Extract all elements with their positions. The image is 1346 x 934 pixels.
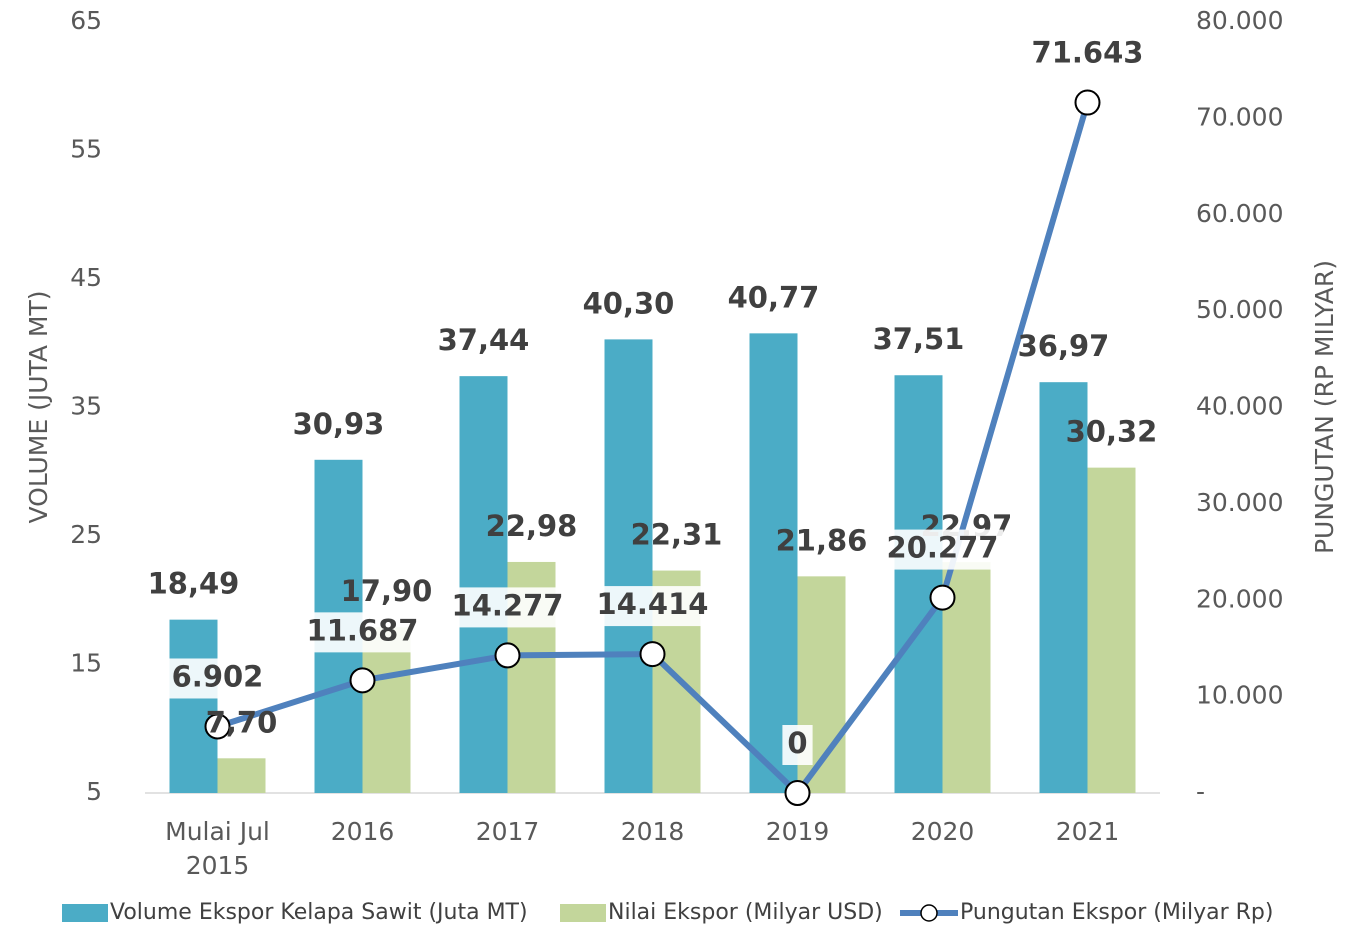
x-tick-label: 2020 (910, 817, 975, 846)
x-tick-label-box: 2017 (475, 817, 540, 846)
y-axis-label: VOLUME (JUTA MT) (24, 290, 53, 523)
data-label-bg (301, 612, 424, 653)
x-tick-label: 2019 (765, 817, 830, 846)
y-tick-label: 25 (70, 520, 102, 549)
y2-tick-label: - (1196, 777, 1205, 806)
data-label: 11.687 (307, 613, 419, 647)
data-label: 17,90 (341, 574, 433, 608)
y2-tick-label: 20.000 (1196, 584, 1283, 613)
data-label: 37,51 (873, 322, 965, 356)
bar (459, 376, 508, 793)
y2-tick-label: 10.000 (1196, 681, 1283, 710)
legend-swatch (560, 904, 606, 922)
bar (217, 758, 266, 793)
line-marker (204, 713, 231, 740)
x-tick-label-box: Mulai Jul 2015 (165, 817, 270, 880)
data-label: 22,31 (631, 518, 723, 552)
data-label: 20.277 (887, 531, 999, 565)
data-label: 37,44 (438, 323, 530, 357)
x-tick-label: 2016 (330, 817, 395, 846)
x-tick-label-box: 2019 (765, 817, 830, 846)
bar (604, 339, 653, 793)
bar (1039, 382, 1088, 793)
data-label: 21,86 (776, 523, 868, 557)
line-marker (929, 584, 956, 611)
legend-swatch (62, 904, 108, 922)
data-label-bg (782, 725, 813, 765)
bar (749, 333, 798, 793)
y2-axis-label: PUNGUTAN (RP MILYAR) (1310, 260, 1339, 554)
x-tick-label-box: 2020 (910, 817, 975, 846)
data-label: 40,77 (728, 280, 820, 314)
y-tick-label: 55 (70, 135, 102, 164)
data-label: 30,93 (293, 407, 385, 441)
data-label-bg (1026, 34, 1149, 75)
line-marker (494, 642, 521, 669)
legend-label: Nilai Ekspor (Milyar USD) (608, 900, 883, 925)
data-label-bg (881, 529, 1004, 570)
data-label: 22,98 (486, 509, 578, 543)
y-tick-label: 65 (70, 6, 102, 35)
line-marker (1074, 89, 1101, 116)
x-tick-label: 2017 (475, 817, 540, 846)
bar (894, 375, 943, 793)
y2-tick-label: 40.000 (1196, 392, 1283, 421)
legend-label: Volume Ekspor Kelapa Sawit (Juta MT) (110, 900, 528, 925)
x-tick-label-box: 2021 (1055, 817, 1120, 846)
x-tick-label-box: 2016 (330, 817, 395, 846)
data-label: 36,97 (1018, 329, 1110, 363)
y2-tick-label: 70.000 (1196, 102, 1283, 131)
data-label: 71.643 (1032, 36, 1144, 70)
line-marker (639, 641, 666, 668)
bar (362, 627, 411, 793)
data-label-bg (166, 658, 269, 699)
y2-tick-label: 30.000 (1196, 488, 1283, 517)
y2-tick-label: 60.000 (1196, 199, 1283, 228)
x-tick-label-box: 2018 (620, 817, 685, 846)
y2-tick-label: 50.000 (1196, 295, 1283, 324)
legend-marker (920, 904, 938, 922)
line-marker (349, 667, 376, 694)
data-label: 18,49 (148, 567, 240, 601)
data-label: 30,32 (1066, 415, 1158, 449)
bar (1087, 467, 1136, 793)
data-label: 0 (787, 726, 807, 760)
x-tick-label: Mulai Jul 2015 (165, 817, 270, 880)
y2-tick-label: 80.000 (1196, 6, 1283, 35)
bar (169, 619, 218, 793)
data-label: 6.902 (172, 659, 264, 693)
data-label: 40,30 (583, 286, 675, 320)
y-tick-label: 35 (70, 392, 102, 421)
x-tick-label: 2021 (1055, 817, 1120, 846)
data-label-bg (591, 586, 714, 627)
data-label: 14.277 (452, 588, 564, 622)
legend-label: Pungutan Ekspor (Milyar Rp) (960, 900, 1273, 925)
data-label: 14.414 (597, 587, 709, 621)
y-tick-label: 15 (70, 649, 102, 678)
data-label-bg (446, 587, 569, 628)
y-tick-label: 5 (86, 777, 102, 806)
y-tick-label: 45 (70, 263, 102, 292)
data-label: 7,70 (206, 705, 278, 739)
x-tick-label: 2018 (620, 817, 685, 846)
line-marker (784, 780, 811, 806)
